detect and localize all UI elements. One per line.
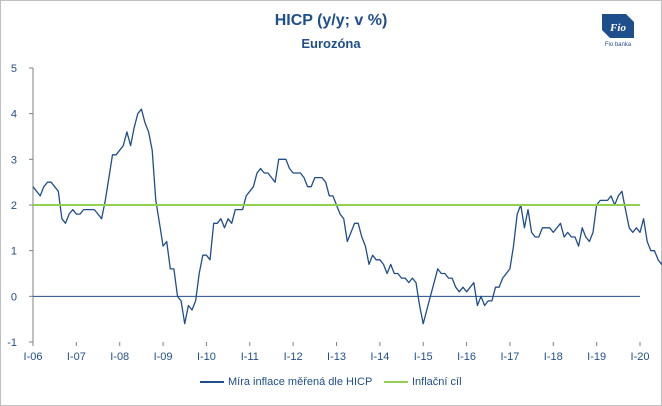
- legend-swatch-hicp: [200, 381, 224, 384]
- x-tick-label: I-06: [24, 351, 43, 363]
- x-tick-label: I-19: [587, 351, 606, 363]
- x-tick-label: I-17: [500, 351, 519, 363]
- x-tick-label: I-15: [414, 351, 433, 363]
- x-tick-label: I-11: [241, 351, 259, 363]
- y-tick-label: 2: [11, 200, 17, 212]
- y-tick-label: -1: [7, 337, 17, 349]
- y-tick-label: 3: [11, 154, 17, 166]
- legend-item-target: Inflační cíl: [384, 376, 462, 388]
- chart-legend: Míra inflace měřená dle HICP Inflační cí…: [0, 376, 662, 394]
- x-tick-label: I-20: [631, 351, 650, 363]
- y-tick-label: 1: [11, 246, 17, 258]
- fio-banka-logo: Fio Fio banka: [596, 10, 640, 48]
- x-tick-label: I-14: [370, 351, 389, 363]
- x-tick-label: I-18: [544, 351, 563, 363]
- chart-title: HICP (y/y; v %): [274, 12, 388, 29]
- x-tick-label: I-12: [284, 351, 303, 363]
- y-tick-label: 5: [11, 63, 17, 75]
- x-tick-label: I-08: [110, 351, 129, 363]
- legend-item-hicp: Míra inflace měřená dle HICP: [200, 376, 372, 388]
- svg-text:Fio banka: Fio banka: [605, 42, 632, 48]
- y-tick-label: 4: [11, 109, 17, 121]
- legend-swatch-target: [384, 381, 408, 384]
- svg-text:Fio: Fio: [609, 22, 626, 34]
- x-tick-label: I-09: [154, 351, 173, 363]
- y-tick-label: 0: [11, 291, 17, 303]
- x-tick-label: I-13: [327, 351, 346, 363]
- legend-label-target: Inflační cíl: [412, 376, 462, 388]
- x-tick-label: I-16: [457, 351, 476, 363]
- legend-label-hicp: Míra inflace měřená dle HICP: [228, 376, 373, 388]
- x-tick-label: I-07: [67, 351, 86, 363]
- chart-subtitle: Eurozóna: [301, 36, 361, 51]
- series-line-hicp: [32, 108, 662, 325]
- x-tick-label: I-10: [197, 351, 216, 363]
